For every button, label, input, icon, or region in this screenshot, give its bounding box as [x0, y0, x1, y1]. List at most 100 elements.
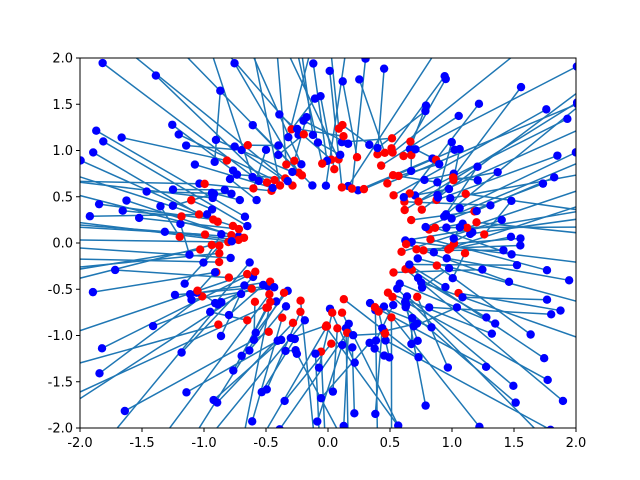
x-tick-label: -1.0 — [191, 436, 216, 451]
data-point — [442, 223, 451, 232]
data-point — [249, 335, 259, 345]
x-tick-label: 1.0 — [442, 436, 463, 451]
data-point — [243, 140, 252, 150]
segment — [139, 217, 239, 230]
segment — [476, 221, 576, 234]
data-point — [516, 234, 525, 243]
data-point — [482, 313, 491, 322]
segment — [332, 328, 339, 392]
data-point — [455, 223, 465, 232]
data-point — [210, 268, 220, 277]
data-point — [447, 137, 456, 147]
segment — [215, 139, 293, 173]
data-point — [394, 171, 403, 181]
data-point — [394, 421, 403, 428]
data-point — [389, 268, 398, 277]
data-point — [546, 310, 556, 319]
segment — [289, 58, 340, 160]
segment — [424, 173, 454, 181]
data-point — [430, 223, 440, 232]
data-point — [176, 219, 185, 229]
data-point — [168, 120, 177, 129]
data-point — [328, 387, 338, 396]
x-tick-label: -1.5 — [129, 436, 154, 451]
data-point — [380, 329, 390, 338]
data-point — [512, 260, 522, 270]
data-point — [507, 196, 516, 206]
data-point — [490, 319, 500, 328]
data-point — [564, 276, 574, 285]
data-point — [193, 286, 202, 295]
data-point — [262, 178, 272, 187]
data-point — [314, 363, 324, 372]
data-point — [262, 303, 271, 312]
data-point — [277, 335, 286, 345]
data-point — [215, 249, 224, 258]
data-point — [207, 240, 217, 250]
segment — [459, 151, 576, 209]
data-point — [538, 179, 548, 188]
segment — [392, 58, 512, 154]
data-point — [571, 148, 576, 157]
data-point — [309, 59, 318, 68]
data-point — [563, 114, 572, 124]
data-point — [237, 145, 246, 155]
segment — [358, 79, 386, 154]
segment — [80, 273, 248, 332]
data-point — [397, 247, 406, 257]
data-point — [318, 159, 327, 168]
data-point — [434, 159, 444, 169]
data-point — [296, 296, 305, 305]
segment — [212, 58, 254, 178]
data-point — [478, 265, 487, 274]
data-point — [230, 142, 239, 151]
data-point — [222, 156, 232, 165]
data-point — [308, 181, 317, 190]
segment — [483, 200, 512, 235]
data-point — [225, 174, 235, 184]
data-point — [252, 195, 261, 205]
data-point — [224, 310, 234, 320]
data-point — [230, 59, 239, 68]
segment — [405, 211, 576, 242]
data-point — [473, 162, 482, 171]
segment — [316, 344, 343, 422]
data-point — [452, 303, 462, 312]
data-point — [177, 212, 186, 221]
y-tick-label: -1.0 — [48, 329, 73, 344]
data-point — [214, 257, 224, 267]
data-point — [328, 308, 337, 317]
data-point — [259, 280, 268, 290]
data-point — [235, 195, 245, 205]
data-point — [399, 193, 408, 202]
segment — [320, 351, 326, 428]
segment — [374, 310, 379, 428]
data-point — [411, 145, 420, 154]
data-point — [399, 151, 408, 161]
data-point — [240, 281, 249, 290]
data-point — [421, 106, 430, 116]
data-point — [361, 58, 370, 63]
data-point — [388, 292, 397, 302]
data-point — [348, 343, 357, 352]
segment — [403, 66, 576, 157]
data-point — [211, 135, 221, 145]
segment — [466, 190, 576, 229]
x-tick-label: -0.5 — [253, 436, 278, 451]
data-point — [321, 181, 331, 190]
data-point — [504, 277, 514, 287]
data-point — [160, 227, 170, 237]
data-point — [406, 166, 416, 176]
data-point — [290, 334, 299, 344]
data-point — [215, 241, 224, 250]
segment — [213, 339, 282, 401]
data-point — [257, 387, 266, 397]
data-point — [516, 82, 526, 92]
data-point — [245, 346, 254, 355]
data-point — [270, 175, 279, 185]
data-point — [217, 230, 226, 239]
data-point — [472, 218, 481, 227]
data-point — [426, 235, 435, 244]
data-point — [407, 150, 416, 160]
segment — [80, 248, 201, 270]
